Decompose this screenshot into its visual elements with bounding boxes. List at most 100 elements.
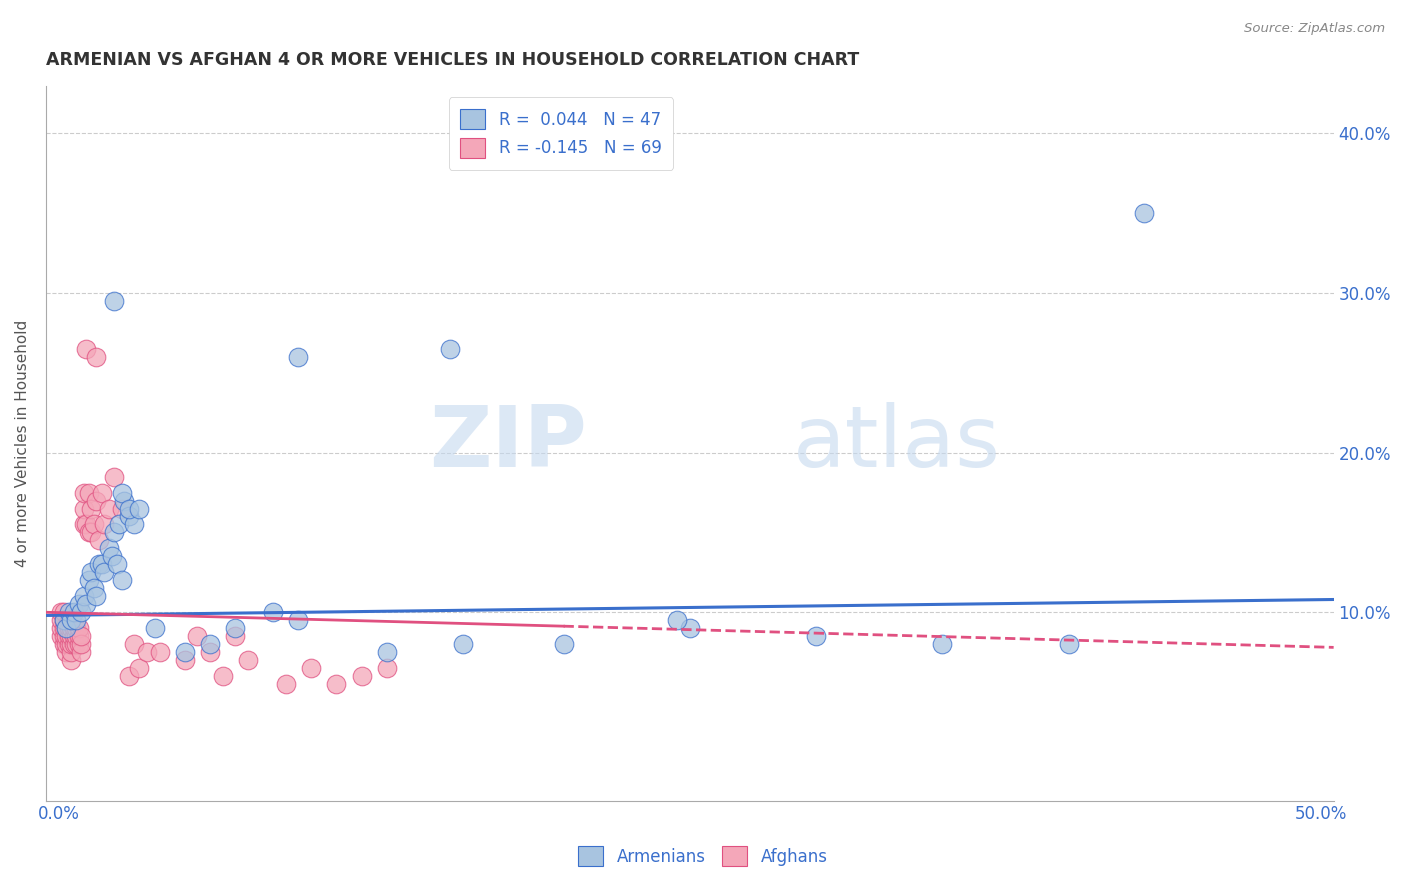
Legend: R =  0.044   N = 47, R = -0.145   N = 69: R = 0.044 N = 47, R = -0.145 N = 69 [449, 97, 673, 169]
Point [93, 517, 115, 532]
Point [931, 637, 953, 651]
Point [62, 637, 84, 651]
Point [128, 501, 150, 516]
Point [73, 517, 96, 532]
Point [198, 637, 221, 651]
Point [58, 613, 80, 627]
Point [52, 613, 75, 627]
Point [287, 350, 309, 364]
Point [65, 613, 87, 627]
Y-axis label: 4 or more Vehicles in Household: 4 or more Vehicles in Household [15, 319, 30, 566]
Point [325, 677, 347, 691]
Point [124, 517, 146, 532]
Point [173, 645, 195, 659]
Point [73, 590, 96, 604]
Point [143, 621, 166, 635]
Point [73, 501, 96, 516]
Point [451, 637, 474, 651]
Point [262, 605, 284, 619]
Point [90, 558, 112, 572]
Point [70, 629, 93, 643]
Point [236, 653, 259, 667]
Point [211, 669, 233, 683]
Point [67, 629, 90, 643]
Point [65, 621, 87, 635]
Point [173, 653, 195, 667]
Point [75, 517, 97, 532]
Legend: Armenians, Afghans: Armenians, Afghans [572, 839, 834, 873]
Point [93, 566, 115, 580]
Point [60, 629, 83, 643]
Point [60, 621, 83, 635]
Point [73, 485, 96, 500]
Point [666, 613, 689, 627]
Point [86, 350, 108, 364]
Point [55, 637, 77, 651]
Point [553, 637, 575, 651]
Point [52, 621, 75, 635]
Point [77, 574, 100, 588]
Point [62, 621, 84, 635]
Point [111, 574, 134, 588]
Point [124, 637, 146, 651]
Point [149, 645, 172, 659]
Point [112, 493, 135, 508]
Point [62, 629, 84, 643]
Point [67, 597, 90, 611]
Point [136, 645, 159, 659]
Text: ARMENIAN VS AFGHAN 4 OR MORE VEHICLES IN HOUSEHOLD CORRELATION CHART: ARMENIAN VS AFGHAN 4 OR MORE VEHICLES IN… [46, 51, 859, 69]
Point [52, 613, 75, 627]
Point [55, 621, 77, 635]
Point [77, 525, 100, 540]
Point [103, 525, 125, 540]
Text: Source: ZipAtlas.com: Source: ZipAtlas.com [1244, 22, 1385, 36]
Point [52, 605, 75, 619]
Point [679, 621, 702, 635]
Point [274, 677, 297, 691]
Point [52, 629, 75, 643]
Point [65, 629, 87, 643]
Point [70, 645, 93, 659]
Point [80, 501, 103, 516]
Point [224, 629, 246, 643]
Point [49, 613, 72, 627]
Point [186, 629, 208, 643]
Point [55, 621, 77, 635]
Point [804, 629, 827, 643]
Point [75, 342, 97, 356]
Point [52, 637, 75, 651]
Point [55, 645, 77, 659]
Point [98, 541, 121, 556]
Point [103, 293, 125, 308]
Point [299, 661, 322, 675]
Point [77, 485, 100, 500]
Point [60, 645, 83, 659]
Point [1057, 637, 1080, 651]
Point [350, 669, 373, 683]
Point [70, 605, 93, 619]
Point [58, 605, 80, 619]
Point [118, 669, 141, 683]
Point [65, 637, 87, 651]
Point [67, 637, 90, 651]
Text: ZIP: ZIP [429, 401, 586, 484]
Point [105, 558, 128, 572]
Point [128, 661, 150, 675]
Point [49, 629, 72, 643]
Point [83, 517, 105, 532]
Point [118, 509, 141, 524]
Point [287, 613, 309, 627]
Point [375, 645, 398, 659]
Point [67, 621, 90, 635]
Point [58, 637, 80, 651]
Point [86, 590, 108, 604]
Point [58, 629, 80, 643]
Point [70, 637, 93, 651]
Point [80, 525, 103, 540]
Point [60, 613, 83, 627]
Point [86, 493, 108, 508]
Point [49, 621, 72, 635]
Point [1133, 206, 1156, 220]
Point [83, 582, 105, 596]
Point [75, 597, 97, 611]
